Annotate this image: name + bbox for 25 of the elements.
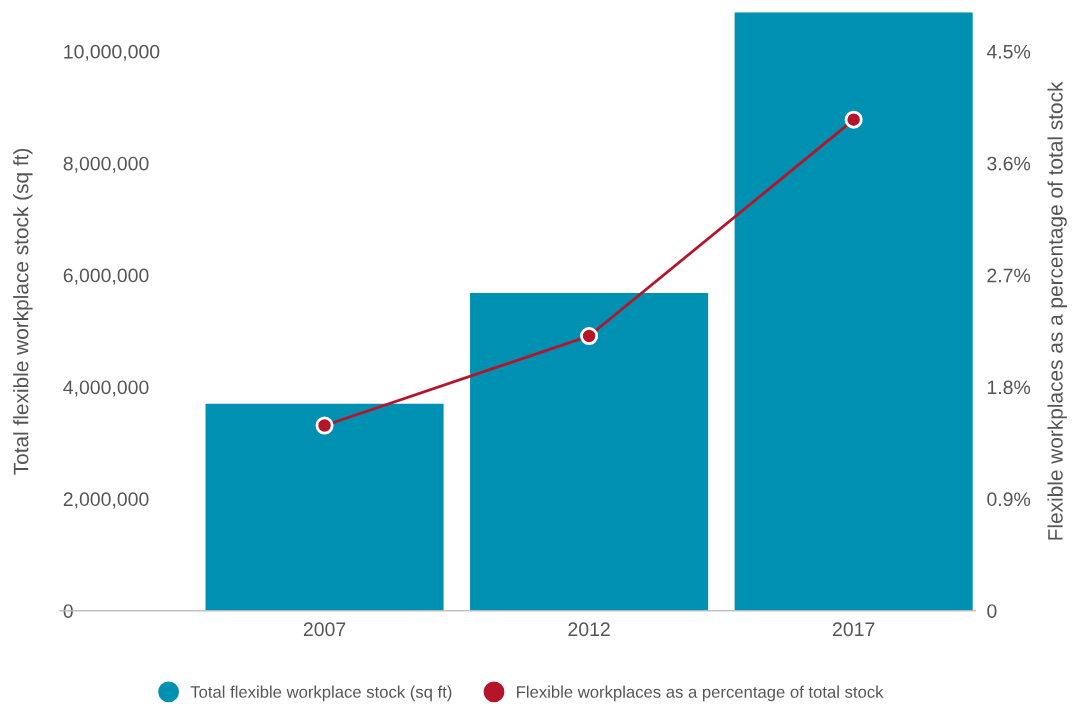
legend-label: Flexible workplaces as a percentage of total stock (517, 685, 884, 702)
x-tick-label: 2017 (833, 622, 875, 637)
y-tick-label: 0 (63, 604, 73, 618)
bar (470, 293, 709, 611)
y2-tick-label: 3.6% (987, 156, 1031, 171)
y2-axis-title: Flexible workplaces as a percentage of total stock (1047, 81, 1067, 540)
y-tick-label: 8,000,000 (63, 156, 149, 173)
y-tick-label: 10,000,000 (64, 44, 160, 61)
legend-label: Total flexible workplace stock (sq ft) (190, 685, 452, 702)
bar (734, 12, 973, 611)
y-tick-label: 2,000,000 (63, 492, 149, 509)
x-tick-label: 2007 (303, 622, 346, 637)
y2-tick-label: 2.7% (987, 268, 1031, 283)
point (315, 416, 334, 435)
bar (205, 403, 444, 611)
y2-tick-label: 4.5% (986, 44, 1031, 59)
y-tick-label: 4,000,000 (63, 380, 149, 397)
point (580, 326, 599, 346)
x-tick-label: 2012 (568, 622, 610, 637)
y-tick-label: 6,000,000 (63, 268, 149, 285)
y2-tick-label: 1.8% (987, 380, 1031, 395)
y2-tick-label: 0 (987, 604, 997, 618)
y-axis-title: Total flexible workplace stock (sq ft) (13, 148, 33, 475)
y2-tick-label: 0.9% (987, 492, 1031, 507)
point (844, 110, 863, 129)
